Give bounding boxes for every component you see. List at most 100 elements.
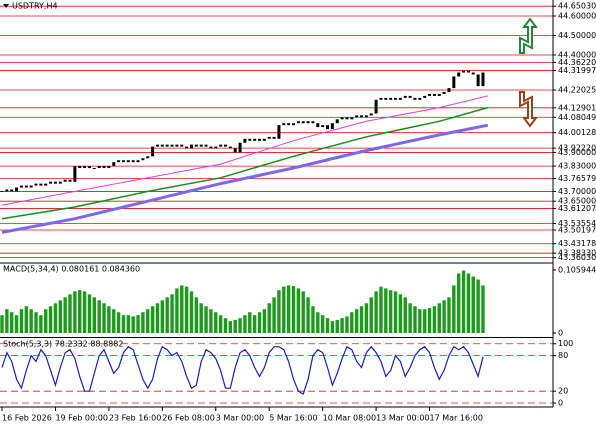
histogram-bar: [456, 273, 461, 334]
histogram-bar: [427, 308, 432, 334]
candle: [112, 162, 116, 167]
candle: [287, 123, 291, 126]
candle: [189, 144, 193, 149]
candle: [447, 88, 451, 93]
histogram-bar: [369, 297, 373, 334]
histogram-bar: [112, 309, 116, 334]
histogram-bar: [10, 312, 14, 334]
candle: [330, 123, 334, 130]
candle: [306, 121, 310, 124]
candle: [340, 117, 344, 120]
candle: [117, 160, 121, 163]
candle: [428, 93, 432, 96]
candle: [146, 156, 150, 159]
y-tick-label: 43.70000: [558, 187, 596, 196]
histogram-bar: [53, 303, 58, 334]
histogram-bar: [340, 318, 344, 334]
candle: [364, 115, 368, 118]
y-tick-label: 44.36220: [558, 58, 596, 67]
candle: [394, 97, 398, 100]
x-tick-label: 26 Feb 08:00: [162, 414, 214, 423]
y-tick-label: 44.31997: [558, 66, 596, 75]
histogram-bar: [267, 303, 271, 334]
chart-title: USDTRY,H4: [12, 2, 58, 11]
candle: [214, 146, 218, 149]
x-tick-label: 23 Feb 16:00: [109, 414, 161, 423]
y-tick-label: 44.12901: [558, 103, 596, 112]
histogram-bar: [354, 309, 359, 334]
candle: [19, 185, 23, 188]
candle: [29, 185, 33, 188]
candle: [39, 183, 43, 186]
y-tick-label: 44.22025: [558, 86, 596, 95]
candle: [379, 97, 383, 100]
histogram-bar: [325, 318, 330, 334]
candle: [92, 168, 96, 170]
candle: [398, 97, 402, 100]
histogram-bar: [350, 312, 354, 334]
histogram-bar: [403, 297, 407, 334]
candle: [160, 144, 164, 147]
histogram-bar: [447, 297, 451, 334]
histogram-bar: [87, 294, 92, 334]
histogram-bar: [388, 290, 393, 334]
histogram-bar: [291, 286, 296, 334]
y-tick-label: 43.61207: [558, 204, 596, 213]
histogram-bar: [243, 315, 247, 334]
histogram-bar: [364, 303, 369, 334]
histogram-bar: [359, 306, 364, 334]
histogram-bar: [48, 306, 53, 334]
candle: [262, 138, 266, 141]
histogram-bar: [452, 285, 456, 334]
buy-arrow: [519, 17, 538, 54]
candle: [481, 72, 485, 87]
histogram-bar: [262, 309, 267, 334]
histogram-bar: [282, 286, 286, 334]
candle: [58, 181, 62, 184]
candle: [374, 99, 378, 114]
histogram-bar: [437, 303, 441, 334]
histogram-bar: [165, 297, 169, 334]
candle: [219, 144, 223, 147]
candle: [175, 144, 179, 147]
candle: [311, 121, 315, 124]
x-tick-label: 17 Mar 16:00: [430, 414, 483, 423]
candle: [292, 123, 296, 126]
histogram-bar: [286, 285, 291, 334]
histogram-bar: [63, 297, 67, 334]
macd-title: MACD(5,34,4) 0.080161 0.084360: [3, 265, 140, 274]
y-tick-label: 44.00128: [558, 128, 596, 137]
candle: [442, 92, 446, 94]
candle: [257, 138, 261, 141]
candle: [63, 179, 67, 182]
stochastic-line: [1, 345, 484, 396]
candle: [131, 160, 135, 163]
candle: [277, 125, 281, 139]
histogram-bar: [330, 321, 335, 334]
x-tick-label: 13 Mar 00:00: [376, 414, 429, 423]
stoch-title: Stoch(5,3,3) 78.2332 88.8882: [3, 340, 123, 349]
histogram-bar: [189, 291, 194, 334]
histogram-bar: [126, 315, 131, 334]
histogram-bar: [107, 306, 111, 334]
histogram-bar: [345, 316, 349, 334]
y-tick-label: 43.65000: [558, 197, 596, 206]
y-tick-label: 0: [558, 399, 563, 408]
x-tick-label: 19 Feb 00:00: [55, 414, 107, 423]
histogram-bar: [398, 294, 403, 334]
x-tick-label: 10 Mar 08:00: [323, 414, 376, 423]
symbol-menu-icon[interactable]: [3, 4, 9, 8]
candle: [34, 183, 38, 186]
candle: [345, 117, 349, 120]
candle: [476, 74, 480, 87]
candle: [316, 123, 320, 128]
candle: [87, 166, 91, 169]
histogram-bar: [116, 312, 121, 334]
histogram-bar: [141, 312, 145, 334]
candle: [238, 142, 242, 153]
candle: [165, 144, 169, 147]
candle: [413, 97, 417, 100]
candle: [73, 166, 77, 182]
histogram-bar: [384, 288, 388, 334]
